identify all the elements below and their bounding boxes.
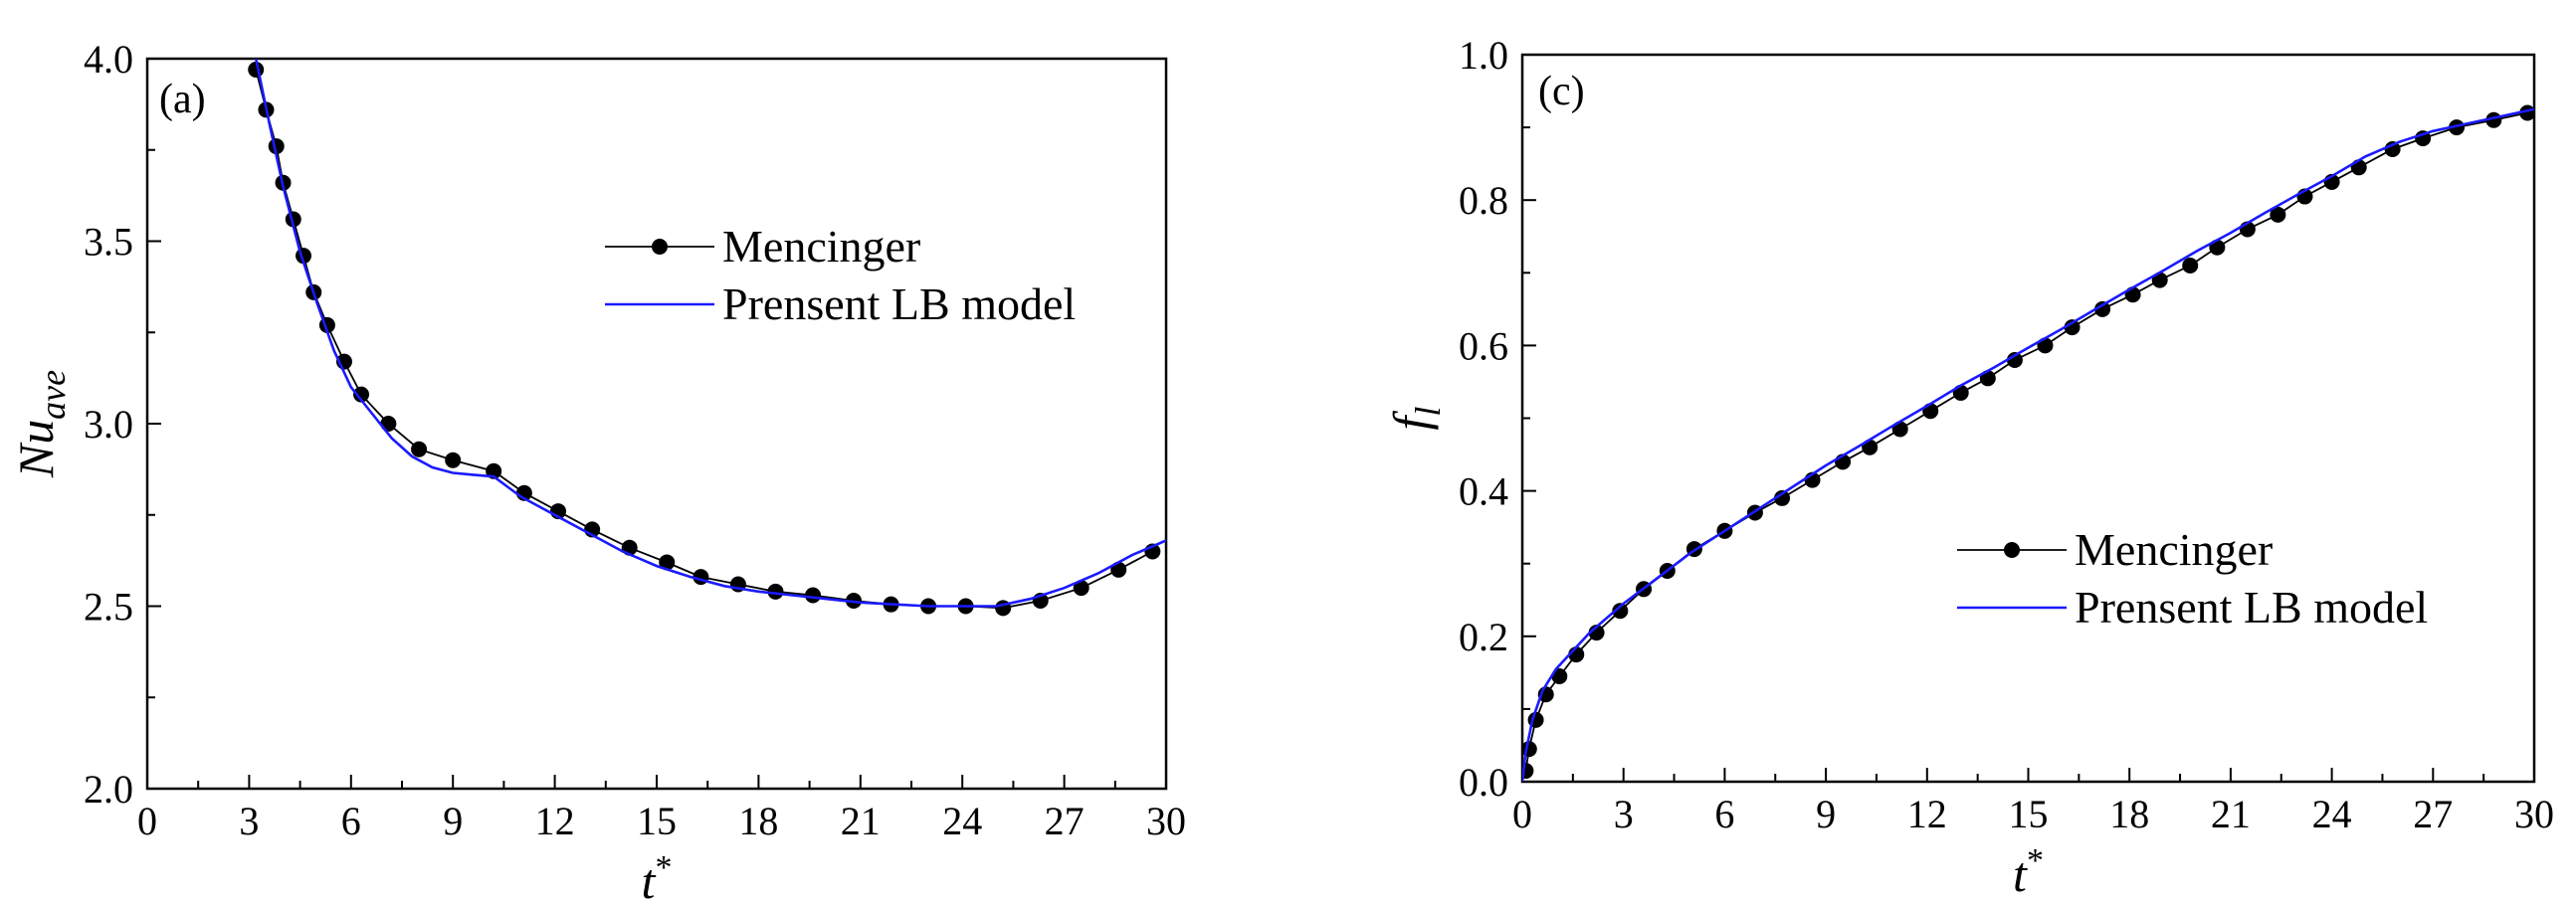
x-tick-label: 3 [239, 799, 259, 843]
x-tick-label: 12 [1907, 792, 1947, 836]
x-tick-label: 0 [137, 799, 157, 843]
y-axis: 2.0 2.5 3.0 3.5 4.0 [84, 37, 161, 812]
plot-frame [1520, 53, 2536, 784]
data-point [2449, 119, 2466, 136]
x-tick-label: 27 [1045, 799, 1085, 843]
legend-label: Prensent LB model [722, 278, 1076, 329]
y-tick-label: 2.0 [84, 767, 133, 812]
series-line [254, 59, 1166, 608]
data-point [1774, 489, 1791, 506]
data-point [2064, 319, 2081, 336]
y-tick-label: 0.4 [1459, 469, 1508, 514]
panel-a: 0 3 6 9 12 15 18 21 24 27 30 2.0 2.5 3.0 3.5 4.0 t* Nuave… [8, 37, 1186, 909]
data-point [1612, 603, 1629, 620]
data-point [380, 416, 397, 432]
x-tick-label: 18 [738, 799, 778, 843]
y-axis: 0.0 0.2 0.4 0.6 0.8 1.0 [1459, 33, 1536, 805]
y-tick-label: 0.0 [1459, 760, 1508, 805]
legend-marker [2004, 542, 2020, 558]
x-tick-label: 9 [443, 799, 463, 843]
x-tick-label: 9 [1816, 792, 1836, 836]
data-point [2006, 352, 2023, 369]
x-tick-label: 6 [341, 799, 361, 843]
data-point [1922, 403, 1939, 420]
y-tick-label: 4.0 [84, 37, 133, 82]
panel-c: 0 3 6 9 12 15 18 21 24 27 30 0.0 0.2 0.4 0.6 0.8 1.0 t* fl… [1383, 33, 2554, 902]
x-tick-label: 24 [2312, 792, 2352, 836]
data-point [2270, 206, 2286, 223]
x-tick-label: 15 [2009, 792, 2049, 836]
x-tick-label: 0 [1512, 792, 1532, 836]
legend-label: Mencinger [2075, 524, 2273, 575]
data-point [805, 587, 822, 604]
data-point [2182, 257, 2199, 273]
data-point [411, 441, 428, 457]
data-point [1073, 580, 1090, 597]
x-tick-label: 30 [1146, 799, 1186, 843]
x-axis-title-superscript: * [655, 849, 672, 886]
x-tick-label: 24 [942, 799, 982, 843]
series-line [1522, 107, 2534, 782]
y-tick-label: 2.5 [84, 585, 133, 630]
y-tick-label: 0.8 [1459, 178, 1508, 223]
x-axis: 0 3 6 9 12 15 18 21 24 27 30 [137, 775, 1186, 843]
y-tick-label: 1.0 [1459, 33, 1508, 78]
x-axis: 0 3 6 9 12 15 18 21 24 27 30 [1512, 768, 2554, 836]
plot-frame [145, 57, 1168, 791]
x-tick-label: 21 [2211, 792, 2251, 836]
x-tick-label: 15 [637, 799, 677, 843]
x-tick-label: 18 [2109, 792, 2149, 836]
y-axis-title-subscript: l [1408, 407, 1448, 417]
x-axis-title: t* [2013, 842, 2044, 902]
y-tick-label: 0.2 [1459, 615, 1508, 659]
series-line [255, 69, 1153, 610]
x-tick-label: 12 [535, 799, 575, 843]
y-tick-label: 0.6 [1459, 323, 1508, 368]
x-tick-label: 30 [2514, 792, 2554, 836]
panel-label: (c) [1538, 69, 1585, 114]
data-point [445, 452, 462, 468]
data-point [659, 554, 676, 571]
y-axis-title: Nuave [8, 370, 73, 478]
series-mencinger [1522, 104, 2534, 780]
y-tick-label: 3.0 [84, 402, 133, 447]
data-point [1522, 741, 1537, 758]
y-tick-label: 3.5 [84, 220, 133, 265]
data-point [353, 386, 370, 403]
x-axis-title-main: t [642, 853, 657, 909]
series-mencinger [248, 62, 1161, 617]
data-point [1952, 384, 1969, 401]
x-axis-title-superscript: * [2027, 842, 2044, 879]
x-axis-title: t* [642, 849, 673, 909]
series-lb-model [254, 59, 1166, 608]
x-axis-title-main: t [2013, 846, 2028, 902]
data-point [2094, 300, 2111, 317]
y-axis-title-subscript: ave [33, 370, 73, 420]
data-point [767, 583, 784, 600]
x-tick-label: 21 [841, 799, 881, 843]
x-tick-label: 27 [2413, 792, 2453, 836]
y-axis-title-main: Nu [8, 420, 64, 478]
legend-label: Mencinger [722, 221, 920, 272]
series-line [1524, 111, 2528, 772]
panel-label: (a) [159, 77, 206, 122]
legend: Mencinger Prensent LB model [605, 221, 1076, 329]
legend: Mencinger Prensent LB model [1957, 524, 2428, 633]
x-tick-label: 6 [1714, 792, 1734, 836]
legend-marker [652, 239, 668, 255]
x-tick-label: 3 [1614, 792, 1634, 836]
y-axis-title: fl [1383, 407, 1448, 431]
data-point [1522, 763, 1534, 780]
series-lb-model [1522, 107, 2534, 782]
legend-label: Prensent LB model [2075, 582, 2428, 633]
